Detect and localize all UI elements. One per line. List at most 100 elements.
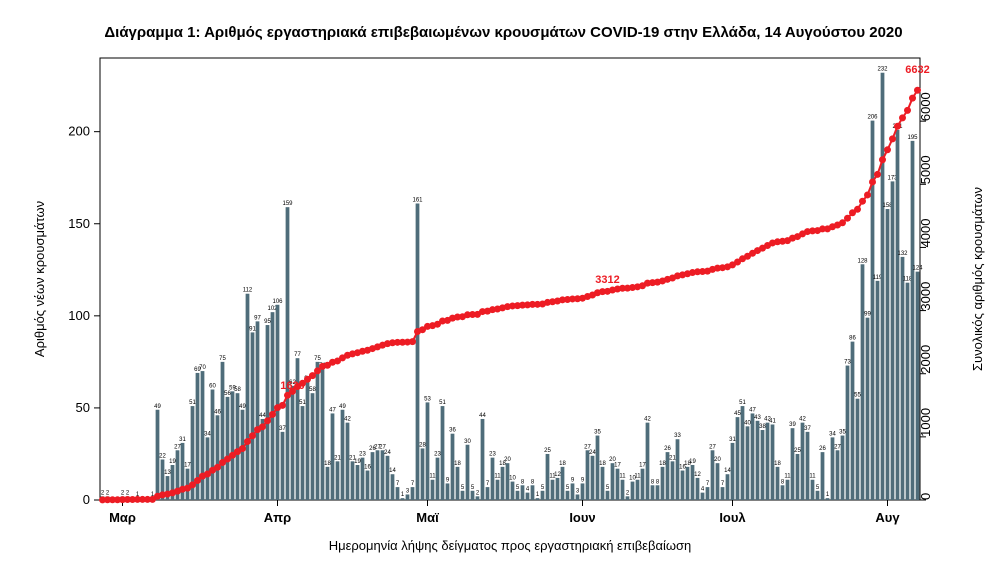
svg-text:56: 56 [224, 391, 231, 397]
svg-text:7: 7 [706, 481, 710, 487]
svg-text:35: 35 [594, 430, 601, 436]
svg-text:51: 51 [739, 400, 746, 406]
svg-text:Αριθμός νέων κρουσμάτων: Αριθμός νέων κρουσμάτων [32, 201, 47, 357]
svg-text:33: 33 [674, 433, 681, 439]
svg-text:27: 27 [174, 444, 181, 450]
svg-text:2: 2 [126, 490, 130, 496]
svg-text:7: 7 [411, 481, 415, 487]
svg-text:124: 124 [912, 266, 923, 272]
chart-title: Διάγραμμα 1: Αριθμός εργαστηριακά επιβεβ… [0, 24, 1007, 41]
svg-text:5: 5 [606, 485, 610, 491]
svg-text:53: 53 [424, 396, 431, 402]
svg-text:58: 58 [309, 387, 316, 393]
svg-text:77: 77 [294, 352, 301, 358]
svg-text:18: 18 [599, 461, 606, 467]
svg-text:22: 22 [159, 453, 166, 459]
svg-text:Μαρ: Μαρ [109, 510, 136, 525]
svg-text:34: 34 [204, 431, 211, 437]
svg-text:20: 20 [714, 457, 721, 463]
svg-text:19: 19 [354, 459, 361, 465]
svg-text:3312: 3312 [595, 274, 619, 286]
svg-text:55: 55 [854, 393, 861, 399]
svg-text:70: 70 [199, 365, 206, 371]
svg-text:11: 11 [494, 474, 501, 480]
svg-text:12: 12 [554, 472, 561, 478]
svg-text:2: 2 [101, 490, 105, 496]
svg-text:6000: 6000 [918, 92, 933, 121]
svg-text:161: 161 [412, 197, 423, 203]
svg-text:1: 1 [536, 492, 540, 498]
svg-text:75: 75 [314, 356, 321, 362]
chart-container: Διάγραμμα 1: Αριθμός εργαστηριακά επιβεβ… [0, 0, 1007, 576]
svg-text:42: 42 [799, 417, 806, 423]
svg-text:24: 24 [589, 450, 596, 456]
svg-text:2: 2 [626, 490, 630, 496]
svg-text:9: 9 [446, 477, 450, 483]
svg-text:8: 8 [521, 479, 525, 485]
svg-text:195: 195 [907, 135, 918, 141]
svg-text:20: 20 [504, 457, 511, 463]
svg-text:Ιουλ: Ιουλ [719, 510, 746, 525]
svg-text:4000: 4000 [918, 219, 933, 248]
svg-text:0: 0 [83, 492, 90, 507]
svg-text:18: 18 [559, 461, 566, 467]
svg-text:28: 28 [419, 442, 426, 448]
svg-text:99: 99 [864, 312, 871, 318]
svg-text:18: 18 [324, 461, 331, 467]
svg-text:51: 51 [439, 400, 446, 406]
svg-text:5000: 5000 [918, 155, 933, 184]
svg-text:10: 10 [509, 476, 516, 482]
svg-text:7: 7 [721, 481, 725, 487]
svg-text:75: 75 [219, 356, 226, 362]
svg-text:7: 7 [486, 481, 490, 487]
svg-text:11: 11 [784, 474, 791, 480]
svg-text:106: 106 [272, 299, 283, 305]
svg-text:26: 26 [819, 446, 826, 452]
svg-text:51: 51 [189, 400, 196, 406]
svg-text:5: 5 [541, 485, 545, 491]
svg-text:14: 14 [724, 468, 731, 474]
svg-text:21: 21 [334, 455, 341, 461]
svg-text:23: 23 [359, 452, 366, 458]
svg-text:17: 17 [614, 463, 621, 469]
svg-text:24: 24 [384, 450, 391, 456]
svg-text:3000: 3000 [918, 282, 933, 311]
svg-text:25: 25 [544, 448, 551, 454]
svg-text:159: 159 [282, 201, 293, 207]
svg-text:1: 1 [826, 492, 830, 498]
svg-text:17: 17 [184, 463, 191, 469]
svg-text:19: 19 [169, 459, 176, 465]
svg-text:4: 4 [701, 487, 705, 493]
svg-text:95: 95 [264, 319, 271, 325]
svg-text:1: 1 [401, 492, 405, 498]
svg-text:12: 12 [694, 472, 701, 478]
svg-text:49: 49 [154, 404, 161, 410]
svg-text:39: 39 [789, 422, 796, 428]
svg-text:100: 100 [68, 308, 90, 323]
svg-text:Συνολικός αριθμός κρουσμάτων: Συνολικός αριθμός κρουσμάτων [970, 187, 985, 371]
svg-text:Ιουν: Ιουν [569, 510, 595, 525]
svg-text:35: 35 [839, 430, 846, 436]
svg-text:9: 9 [581, 477, 585, 483]
svg-text:206: 206 [867, 115, 878, 121]
svg-text:0: 0 [918, 493, 933, 500]
svg-text:Απρ: Απρ [264, 510, 291, 525]
svg-text:25: 25 [794, 448, 801, 454]
svg-text:150: 150 [68, 216, 90, 231]
svg-text:37: 37 [804, 426, 811, 432]
svg-text:2: 2 [106, 490, 110, 496]
svg-text:51: 51 [299, 400, 306, 406]
svg-text:34: 34 [829, 431, 836, 437]
svg-text:43: 43 [754, 415, 761, 421]
svg-text:1000: 1000 [918, 408, 933, 437]
svg-text:18: 18 [659, 461, 666, 467]
svg-text:26: 26 [664, 446, 671, 452]
svg-text:8: 8 [531, 479, 535, 485]
svg-text:23: 23 [489, 452, 496, 458]
svg-text:2000: 2000 [918, 345, 933, 374]
svg-text:13: 13 [164, 470, 171, 476]
svg-text:31: 31 [729, 437, 736, 443]
svg-text:11: 11 [619, 474, 626, 480]
svg-text:42: 42 [644, 417, 651, 423]
svg-text:73: 73 [844, 360, 851, 366]
